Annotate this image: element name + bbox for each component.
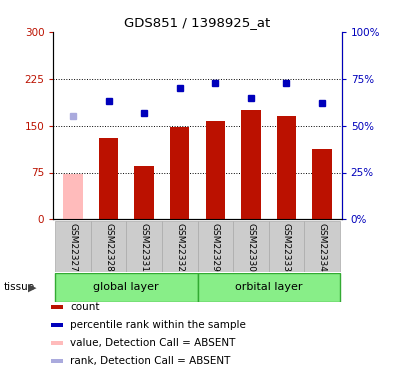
- Bar: [198, 221, 233, 272]
- Bar: [55, 221, 91, 272]
- Text: value, Detection Call = ABSENT: value, Detection Call = ABSENT: [70, 338, 235, 348]
- Bar: [205, 121, 225, 219]
- Text: GSM22334: GSM22334: [318, 223, 327, 272]
- Text: GSM22331: GSM22331: [139, 223, 149, 272]
- Text: global layer: global layer: [94, 282, 159, 292]
- Bar: [312, 149, 332, 219]
- Text: GSM22333: GSM22333: [282, 223, 291, 272]
- Bar: [55, 273, 198, 302]
- Bar: [51, 323, 63, 327]
- Bar: [277, 116, 296, 219]
- Bar: [91, 221, 126, 272]
- Bar: [162, 221, 198, 272]
- Title: GDS851 / 1398925_at: GDS851 / 1398925_at: [124, 16, 271, 29]
- Text: GSM22329: GSM22329: [211, 223, 220, 272]
- Bar: [51, 359, 63, 363]
- Text: orbital layer: orbital layer: [235, 282, 303, 292]
- Bar: [241, 110, 261, 219]
- Bar: [304, 221, 340, 272]
- Text: percentile rank within the sample: percentile rank within the sample: [70, 320, 246, 330]
- Text: GSM22327: GSM22327: [68, 223, 77, 272]
- Bar: [170, 127, 190, 219]
- Text: GSM22332: GSM22332: [175, 223, 184, 272]
- Text: count: count: [70, 302, 100, 312]
- Bar: [51, 341, 63, 345]
- Text: tissue: tissue: [4, 282, 35, 292]
- Bar: [269, 221, 304, 272]
- Bar: [233, 221, 269, 272]
- Text: GSM22330: GSM22330: [246, 223, 256, 272]
- Bar: [51, 305, 63, 309]
- Bar: [99, 138, 118, 219]
- Bar: [126, 221, 162, 272]
- Text: rank, Detection Call = ABSENT: rank, Detection Call = ABSENT: [70, 356, 230, 366]
- Bar: [63, 174, 83, 219]
- Bar: [198, 273, 340, 302]
- Text: ▶: ▶: [28, 282, 37, 292]
- Bar: [134, 166, 154, 219]
- Text: GSM22328: GSM22328: [104, 223, 113, 272]
